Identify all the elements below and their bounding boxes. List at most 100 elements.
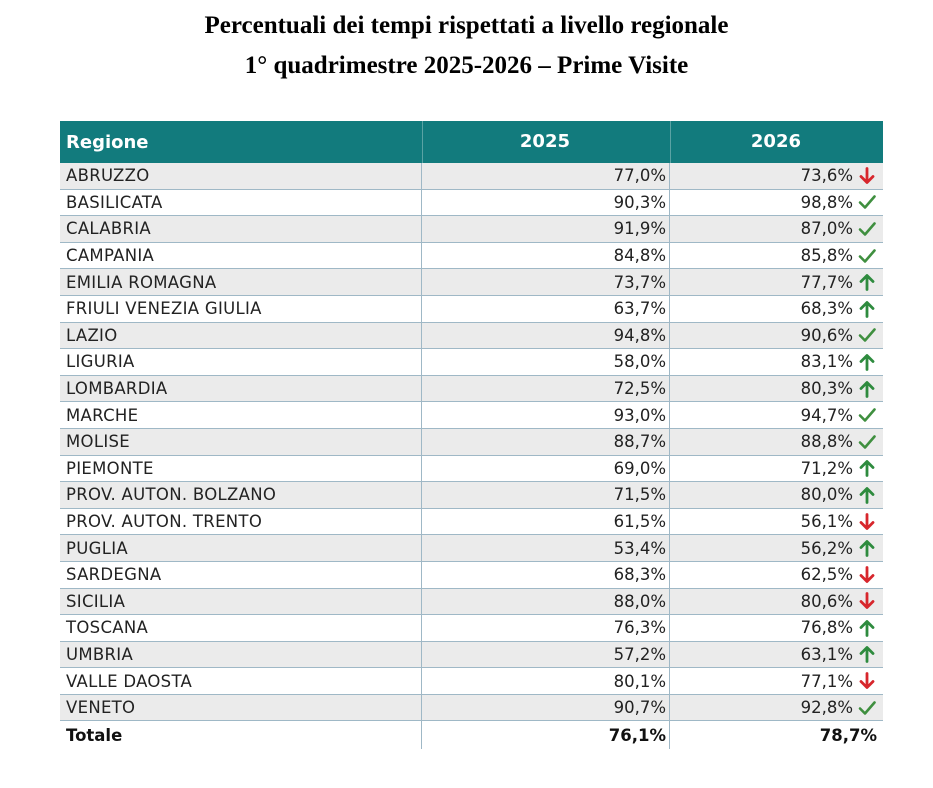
cell-2025: 94,8% bbox=[422, 322, 670, 349]
cell-2026-value: 90,6% bbox=[800, 325, 853, 345]
cell-region: SICILIA bbox=[60, 588, 422, 615]
table-row: SARDEGNA 68,3% 62,5% bbox=[60, 561, 883, 589]
cell-2026: 80,3% bbox=[670, 376, 883, 402]
arrow-up-icon bbox=[857, 352, 877, 372]
table-row: LAZIO 94,8% 90,6% bbox=[60, 322, 883, 350]
check-icon bbox=[857, 246, 877, 266]
cell-2026-value: 80,6% bbox=[800, 591, 853, 611]
cell-2025: 72,5% bbox=[422, 375, 670, 402]
cell-2025: 68,3% bbox=[422, 561, 670, 588]
cell-2026-value: 85,8% bbox=[800, 246, 853, 266]
cell-2026: 77,1% bbox=[670, 668, 883, 694]
cell-2026-value: 56,2% bbox=[800, 538, 853, 558]
table-row: SICILIA 88,0% 80,6% bbox=[60, 588, 883, 616]
table-row: CALABRIA 91,9% 87,0% bbox=[60, 216, 883, 243]
cell-2025: 88,7% bbox=[422, 428, 670, 455]
cell-2025: 63,7% bbox=[422, 295, 670, 322]
cell-2026-value: 88,8% bbox=[800, 432, 853, 452]
cell-2026-value: 94,7% bbox=[800, 405, 853, 425]
cell-2025: 91,9% bbox=[422, 216, 670, 242]
total-label: Totale bbox=[60, 721, 422, 750]
page-subtitle: 1° quadrimestre 2025-2026 – Prime Visite bbox=[244, 52, 689, 79]
arrow-down-icon bbox=[857, 512, 877, 532]
cell-region: MARCHE bbox=[60, 402, 422, 428]
header-2025: 2025 bbox=[422, 121, 670, 163]
cell-2026: 71,2% bbox=[670, 456, 883, 482]
cell-2026-value: 68,3% bbox=[800, 299, 853, 319]
table-row: VALLE DAOSTA 80,1% 77,1% bbox=[60, 668, 883, 695]
arrow-down-icon bbox=[857, 591, 877, 611]
cell-2025: 69,0% bbox=[422, 455, 670, 482]
regional-table: Regione 2025 2026 ABRUZZO 77,0% 73,6% BASIL… bbox=[60, 121, 883, 750]
table-row: EMILIA ROMAGNA 73,7% 77,7% bbox=[60, 269, 883, 296]
cell-2026-value: 73,6% bbox=[800, 166, 853, 186]
cell-2025: 73,7% bbox=[422, 269, 670, 295]
table-row: VENETO 90,7% 92,8% bbox=[60, 694, 883, 722]
cell-2026-value: 63,1% bbox=[800, 644, 853, 664]
arrow-up-icon bbox=[857, 299, 877, 319]
arrow-up-icon bbox=[857, 644, 877, 664]
cell-2026-value: 80,0% bbox=[800, 485, 853, 505]
cell-2026: 80,0% bbox=[670, 482, 883, 508]
cell-2026: 90,6% bbox=[670, 323, 883, 349]
cell-2025: 80,1% bbox=[422, 668, 670, 694]
cell-region: LOMBARDIA bbox=[60, 375, 422, 402]
check-icon bbox=[857, 192, 877, 212]
page-title: Percentuali dei tempi rispettati a livel… bbox=[204, 12, 729, 39]
cell-2026: 85,8% bbox=[670, 243, 883, 269]
header-2026: 2026 bbox=[670, 121, 883, 163]
cell-2026: 56,2% bbox=[670, 535, 883, 561]
table-header: Regione 2025 2026 bbox=[60, 121, 883, 163]
arrow-down-icon bbox=[857, 166, 877, 186]
table-row: PIEMONTE 69,0% 71,2% bbox=[60, 455, 883, 483]
cell-2026-value: 92,8% bbox=[800, 698, 853, 718]
table-row: TOSCANA 76,3% 76,8% bbox=[60, 615, 883, 642]
check-icon bbox=[857, 219, 877, 239]
arrow-down-icon bbox=[857, 671, 877, 691]
cell-2026-value: 62,5% bbox=[800, 565, 853, 585]
arrow-up-icon bbox=[857, 618, 877, 638]
check-icon bbox=[857, 405, 877, 425]
check-icon bbox=[857, 325, 877, 345]
table-row: LIGURIA 58,0% 83,1% bbox=[60, 349, 883, 376]
table-row: CAMPANIA 84,8% 85,8% bbox=[60, 242, 883, 270]
cell-2026-value: 83,1% bbox=[800, 352, 853, 372]
cell-region: VENETO bbox=[60, 694, 422, 721]
cell-2025: 61,5% bbox=[422, 508, 670, 535]
cell-2025: 58,0% bbox=[422, 349, 670, 375]
arrow-up-icon bbox=[857, 379, 877, 399]
table-row: UMBRIA 57,2% 63,1% bbox=[60, 641, 883, 669]
cell-2026-value: 87,0% bbox=[800, 219, 853, 239]
arrow-up-icon bbox=[857, 538, 877, 558]
cell-region: PROV. AUTON. TRENTO bbox=[60, 508, 422, 535]
header-region: Regione bbox=[66, 131, 149, 153]
check-icon bbox=[857, 698, 877, 718]
cell-region: CAMPANIA bbox=[60, 242, 422, 269]
cell-2026: 88,8% bbox=[670, 429, 883, 455]
total-2025: 76,1% bbox=[422, 721, 670, 750]
cell-2026: 83,1% bbox=[670, 349, 883, 375]
cell-2026-value: 71,2% bbox=[800, 458, 853, 478]
cell-2025: 90,7% bbox=[422, 694, 670, 721]
cell-region: PUGLIA bbox=[60, 535, 422, 561]
cell-2026: 98,8% bbox=[670, 190, 883, 216]
cell-2025: 71,5% bbox=[422, 482, 670, 508]
table-body: ABRUZZO 77,0% 73,6% BASILICATA 90,3% 98,8% CAL… bbox=[60, 163, 883, 722]
total-2026: 78,7% bbox=[819, 725, 877, 745]
cell-region: TOSCANA bbox=[60, 615, 422, 641]
cell-2026: 94,7% bbox=[670, 402, 883, 428]
cell-2025: 84,8% bbox=[422, 242, 670, 269]
cell-region: SARDEGNA bbox=[60, 561, 422, 588]
cell-2026: 77,7% bbox=[670, 269, 883, 295]
cell-2026-value: 80,3% bbox=[800, 379, 853, 399]
table-row: PROV. AUTON. TRENTO 61,5% 56,1% bbox=[60, 508, 883, 536]
cell-2026: 76,8% bbox=[670, 615, 883, 641]
table-row: PROV. AUTON. BOLZANO 71,5% 80,0% bbox=[60, 482, 883, 509]
cell-2025: 88,0% bbox=[422, 588, 670, 615]
arrow-up-icon bbox=[857, 485, 877, 505]
cell-2026: 68,3% bbox=[670, 296, 883, 322]
cell-region: CALABRIA bbox=[60, 216, 422, 242]
arrow-up-icon bbox=[857, 272, 877, 292]
cell-region: UMBRIA bbox=[60, 641, 422, 668]
table-row: MOLISE 88,7% 88,8% bbox=[60, 428, 883, 456]
